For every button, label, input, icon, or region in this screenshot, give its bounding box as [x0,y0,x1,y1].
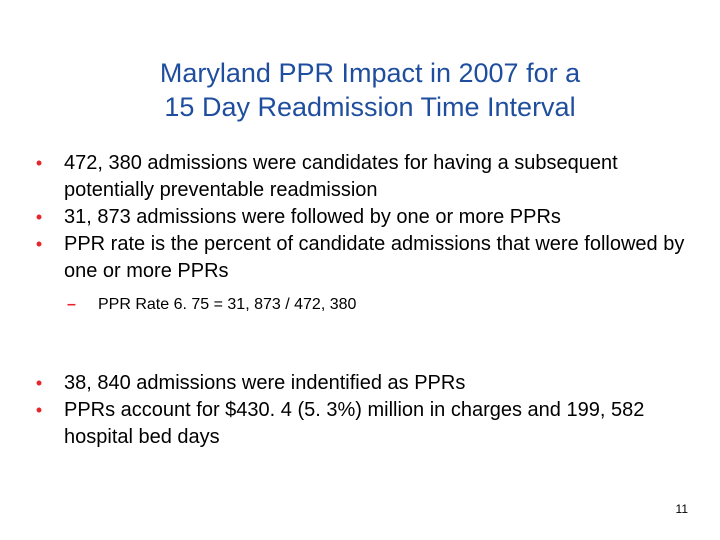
bullet-item: • 472, 380 admissions were candidates fo… [30,150,700,204]
bullet-icon: • [35,373,43,393]
bullet-list-primary: • 472, 380 admissions were candidates fo… [30,150,700,316]
sub-bullet-item: – PPR Rate 6. 75 = 31, 873 / 472, 380 [30,294,700,316]
bullet-item: • 31, 873 admissions were followed by on… [30,204,700,231]
page-number: 11 [675,502,688,516]
bullet-text: 472, 380 admissions were candidates for … [64,152,618,201]
bullet-text: 38, 840 admissions were indentified as P… [64,372,466,394]
bullet-text: PPRs account for $430. 4 (5. 3%) million… [64,399,645,448]
bullet-icon: • [35,153,43,173]
title-line-1: Maryland PPR Impact in 2007 for a [159,58,581,88]
bullet-icon: • [35,207,43,227]
title-line-2: 15 Day Readmission Time Interval [164,92,576,122]
bullet-item: • PPRs account for $430. 4 (5. 3%) milli… [30,397,700,451]
bullet-text: 31, 873 admissions were followed by one … [64,206,561,228]
dash-icon: – [67,296,76,313]
bullet-icon: • [35,400,43,420]
bullet-item: • 38, 840 admissions were indentified as… [30,370,700,397]
sub-bullet-text: PPR Rate 6. 75 = 31, 873 / 472, 380 [98,296,357,313]
bullet-list-secondary: • 38, 840 admissions were indentified as… [30,370,700,451]
bullet-icon: • [35,234,43,254]
bullet-text: PPR rate is the percent of candidate adm… [64,233,685,282]
bullet-item: • PPR rate is the percent of candidate a… [30,231,700,285]
slide-title: Maryland PPR Impact in 2007 for a 15 Day… [60,56,680,124]
